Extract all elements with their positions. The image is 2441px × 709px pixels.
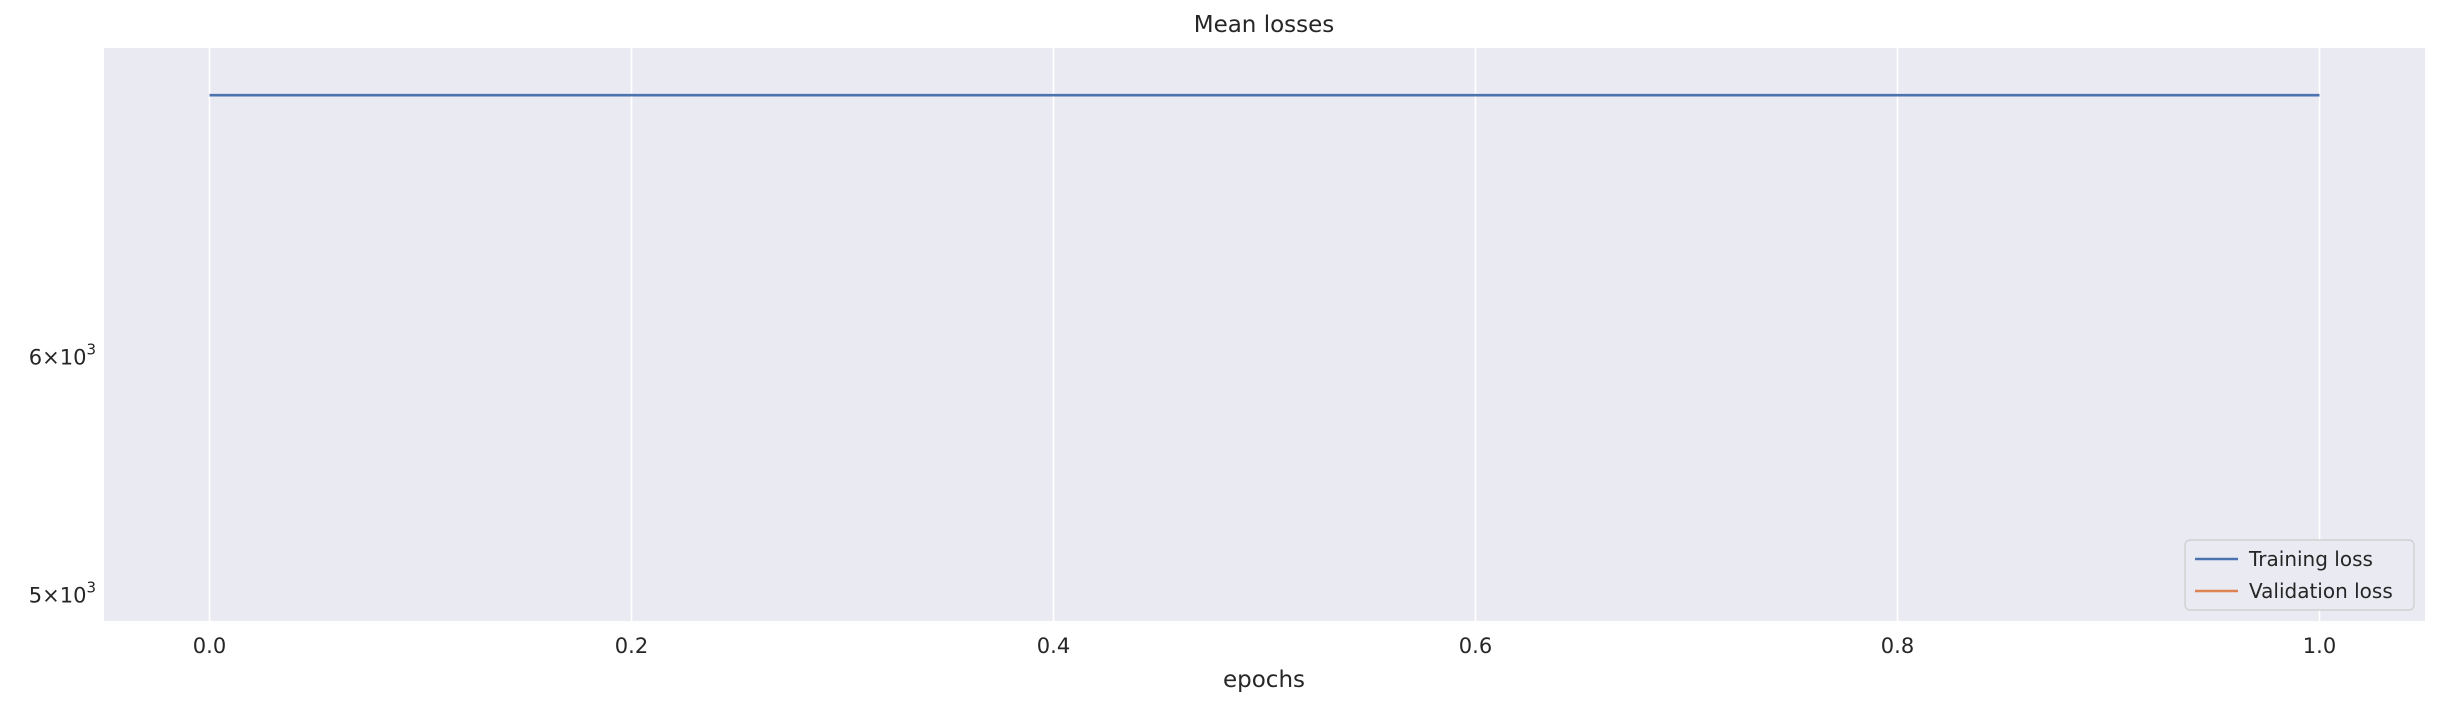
x-axis-label: epochs bbox=[1223, 667, 1305, 693]
y-tick-labels: 5×103 6×103 bbox=[29, 341, 96, 608]
legend-box bbox=[2184, 539, 2415, 611]
grid-lines bbox=[208, 48, 2321, 621]
legend: Training loss Validation loss bbox=[2184, 539, 2415, 611]
legend-label-training-loss: Training loss bbox=[2248, 547, 2373, 571]
plot-area bbox=[104, 48, 2425, 621]
x-tick-label: 0.8 bbox=[1881, 634, 1914, 658]
x-tick-label: 0.6 bbox=[1459, 634, 1492, 658]
x-tick-label: 1.0 bbox=[2303, 634, 2336, 658]
x-tick-label: 0.4 bbox=[1037, 634, 1070, 658]
y-tick-label: 6×103 bbox=[29, 341, 96, 370]
legend-label-validation-loss: Validation loss bbox=[2249, 579, 2393, 603]
x-tick-label: 0.0 bbox=[193, 634, 226, 658]
x-tick-labels: 0.0 0.2 0.4 0.6 0.8 1.0 bbox=[193, 634, 2336, 658]
chart-title: Mean losses bbox=[1194, 12, 1335, 38]
y-tick-label: 5×103 bbox=[29, 579, 96, 608]
x-tick-label: 0.2 bbox=[615, 634, 648, 658]
